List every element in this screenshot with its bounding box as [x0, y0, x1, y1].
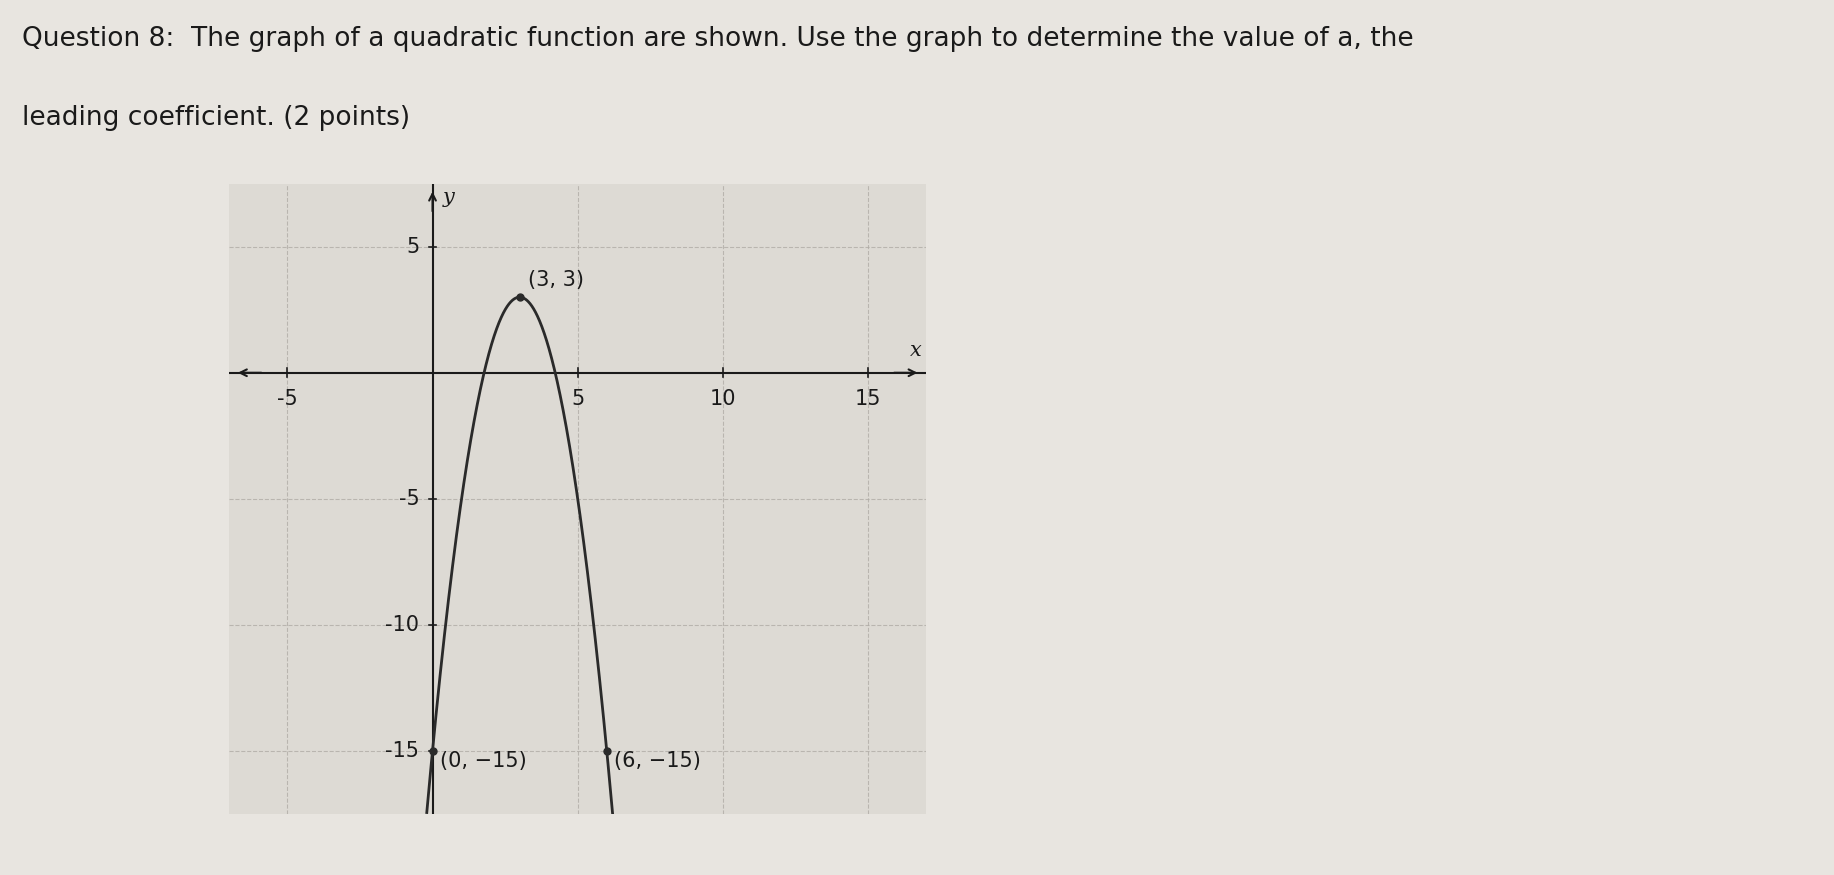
Text: -5: -5	[277, 389, 297, 410]
Text: leading coefficient. (2 points): leading coefficient. (2 points)	[22, 105, 411, 131]
Text: 5: 5	[405, 237, 420, 256]
Text: -5: -5	[398, 489, 420, 508]
Text: Question 8:  The graph of a quadratic function are shown. Use the graph to deter: Question 8: The graph of a quadratic fun…	[22, 26, 1414, 52]
Text: 5: 5	[570, 389, 585, 410]
Text: 15: 15	[855, 389, 882, 410]
Text: x: x	[910, 341, 923, 360]
Text: (6, −15): (6, −15)	[614, 751, 701, 771]
Text: -15: -15	[385, 741, 420, 760]
Text: -10: -10	[385, 615, 420, 634]
Text: (3, 3): (3, 3)	[528, 270, 585, 290]
Text: (0, −15): (0, −15)	[440, 751, 526, 771]
Text: 10: 10	[710, 389, 735, 410]
Text: y: y	[442, 187, 455, 206]
